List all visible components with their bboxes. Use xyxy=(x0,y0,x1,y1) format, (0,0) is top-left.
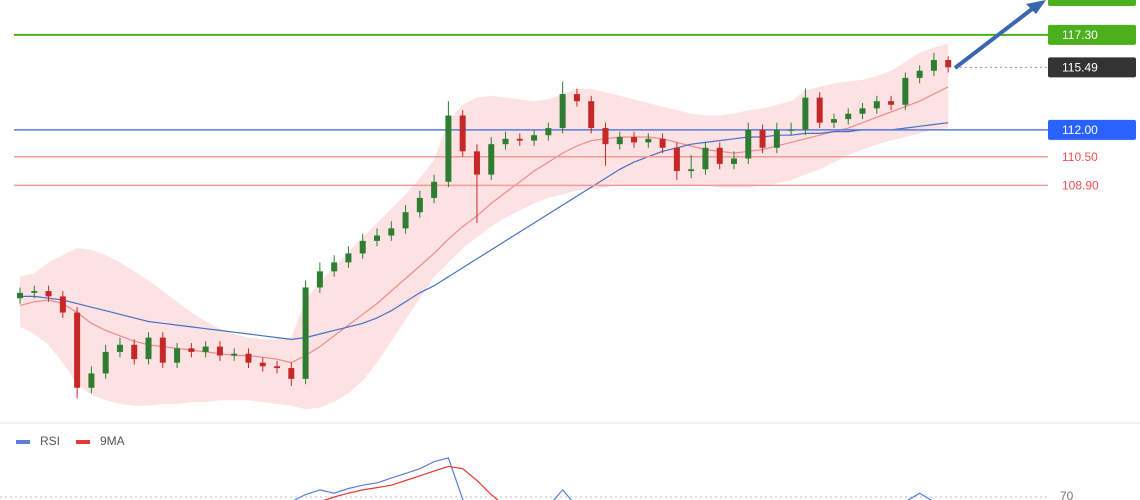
candle-body xyxy=(645,138,652,143)
candle-body xyxy=(702,147,709,170)
candle-body xyxy=(531,135,538,141)
candle-body xyxy=(588,101,595,129)
candle-body xyxy=(502,138,509,145)
candle-body xyxy=(102,351,109,374)
candle-body xyxy=(731,158,737,164)
candle-body xyxy=(174,348,181,363)
level-label: 112.00 xyxy=(1062,123,1098,137)
legend-label: 9MA xyxy=(100,434,125,448)
level-badge xyxy=(1048,24,1136,45)
rsi-line xyxy=(323,465,499,500)
candle-body xyxy=(188,348,195,352)
candle-body xyxy=(659,138,666,148)
candle-body xyxy=(216,346,223,356)
candle-body xyxy=(945,60,952,68)
cut-off-badge xyxy=(1048,0,1136,6)
candle-body xyxy=(231,353,238,356)
candle-body xyxy=(616,137,623,145)
candle-body xyxy=(545,128,552,136)
candle-body xyxy=(845,113,852,120)
rsi-line xyxy=(293,457,933,500)
candle-body xyxy=(573,94,580,102)
candle-body xyxy=(788,129,795,131)
candle-body xyxy=(345,253,352,263)
candle-body xyxy=(202,346,209,352)
candle-body xyxy=(159,337,166,363)
candle-body xyxy=(488,144,495,175)
candle-body xyxy=(445,115,452,182)
level-label: 115.49 xyxy=(1062,61,1098,75)
candle-body xyxy=(873,101,880,109)
candle-body xyxy=(688,169,695,172)
candle-body xyxy=(131,344,138,360)
candle-body xyxy=(31,291,38,293)
bollinger-band xyxy=(20,43,949,410)
candle-body xyxy=(316,271,323,288)
legend-swatch xyxy=(16,440,30,444)
candle-body xyxy=(59,296,66,313)
arrow-head xyxy=(1026,0,1046,14)
candle-body xyxy=(859,108,866,114)
candle-body xyxy=(359,240,366,254)
candle-body xyxy=(559,94,566,129)
candle-body xyxy=(516,138,523,141)
candle-body xyxy=(888,101,895,105)
ma-fast-line xyxy=(19,86,949,364)
candle-body xyxy=(45,291,52,297)
candle-body xyxy=(745,129,752,159)
candle-body xyxy=(602,128,609,145)
candle-body xyxy=(473,151,480,175)
candle-body xyxy=(802,97,809,130)
candle-body xyxy=(145,337,152,360)
candle-body xyxy=(74,312,81,388)
candle-body xyxy=(830,119,837,123)
candle-body xyxy=(331,262,338,272)
legend-swatch xyxy=(76,440,90,444)
candle-body xyxy=(416,197,423,213)
candle-body xyxy=(88,373,95,388)
candle-body xyxy=(902,77,909,105)
candle-body xyxy=(388,228,395,236)
candle-body xyxy=(374,235,380,241)
candle-body xyxy=(302,287,309,379)
legend-label: RSI xyxy=(40,434,60,448)
candle-body xyxy=(245,353,252,363)
level-label: 110.50 xyxy=(1062,150,1098,164)
candle-body xyxy=(116,344,123,352)
candle-body xyxy=(773,129,780,148)
candle-body xyxy=(816,97,823,123)
level-badge xyxy=(1048,57,1136,78)
candle-body xyxy=(274,366,281,369)
level-label: 108.90 xyxy=(1062,179,1099,193)
ma-slow-line xyxy=(20,122,949,341)
trend-arrow xyxy=(953,4,1038,70)
rsi-tick-label: 70 xyxy=(1060,489,1074,500)
candle-body xyxy=(673,147,680,172)
level-label: 117.30 xyxy=(1062,28,1098,42)
candle-body xyxy=(431,181,438,198)
candle-body xyxy=(288,368,295,379)
level-badge xyxy=(1048,119,1136,140)
candle-body xyxy=(17,292,23,299)
candle-body xyxy=(631,137,638,143)
rsi-pane xyxy=(0,457,1048,500)
candle-body xyxy=(402,212,409,229)
candle-body xyxy=(916,70,923,78)
candle-body xyxy=(459,115,466,152)
candle-body xyxy=(930,60,937,71)
candle-body xyxy=(759,129,766,148)
price-pane xyxy=(14,33,1048,410)
candle-body xyxy=(716,147,723,164)
overlay: 117.30 115.49 112.00 110.50 108.90 70 RSI 9MA xyxy=(16,24,1136,500)
candle-body xyxy=(259,362,266,367)
